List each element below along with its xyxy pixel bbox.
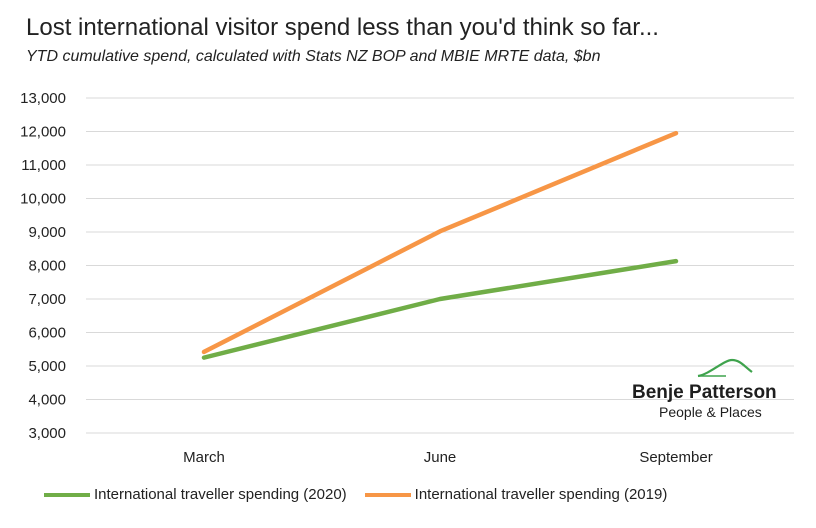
- y-tick-label: 10,000: [20, 191, 66, 208]
- x-tick-label: September: [639, 449, 712, 466]
- chart-title: Lost international visitor spend less th…: [26, 14, 659, 41]
- x-tick-label: March: [183, 449, 225, 466]
- hill-swoosh-icon: [697, 358, 753, 378]
- series-line-1: [201, 130, 679, 355]
- y-tick-label: 9,000: [28, 224, 66, 241]
- logo-name: Benje Patterson: [632, 382, 777, 403]
- legend-swatch-2019: [364, 492, 411, 497]
- y-tick-label: 6,000: [28, 325, 66, 342]
- legend-label-2020: International traveller spending (2020): [94, 486, 347, 503]
- y-tick-label: 8,000: [28, 258, 66, 275]
- series-line-0: [201, 258, 679, 360]
- y-tick-label: 3,000: [28, 425, 66, 442]
- logo-tagline: People & Places: [659, 404, 762, 420]
- y-tick-label: 7,000: [28, 291, 66, 308]
- x-axis-tick-labels: March June September: [183, 449, 713, 466]
- legend-swatch-2020: [44, 492, 90, 497]
- legend-item-2020: International traveller spending (2020): [44, 486, 347, 503]
- y-tick-label: 11,000: [21, 157, 66, 174]
- y-tick-label: 12,000: [20, 124, 66, 141]
- x-tick-label: June: [424, 449, 457, 466]
- y-tick-label: 4,000: [28, 392, 66, 409]
- legend: International traveller spending (2020) …: [44, 486, 685, 503]
- legend-item-2019: International traveller spending (2019): [364, 486, 668, 503]
- y-axis-tick-labels: 3,000 4,000 5,000 6,000 7,000 8,000 9,000 10,00…: [20, 90, 66, 442]
- series-lines: [201, 130, 679, 360]
- y-tick-label: 13,000: [20, 90, 66, 107]
- y-tick-label: 5,000: [28, 358, 66, 375]
- chart-subtitle: YTD cumulative spend, calculated with St…: [26, 48, 601, 65]
- legend-label-2019: International traveller spending (2019): [414, 486, 668, 503]
